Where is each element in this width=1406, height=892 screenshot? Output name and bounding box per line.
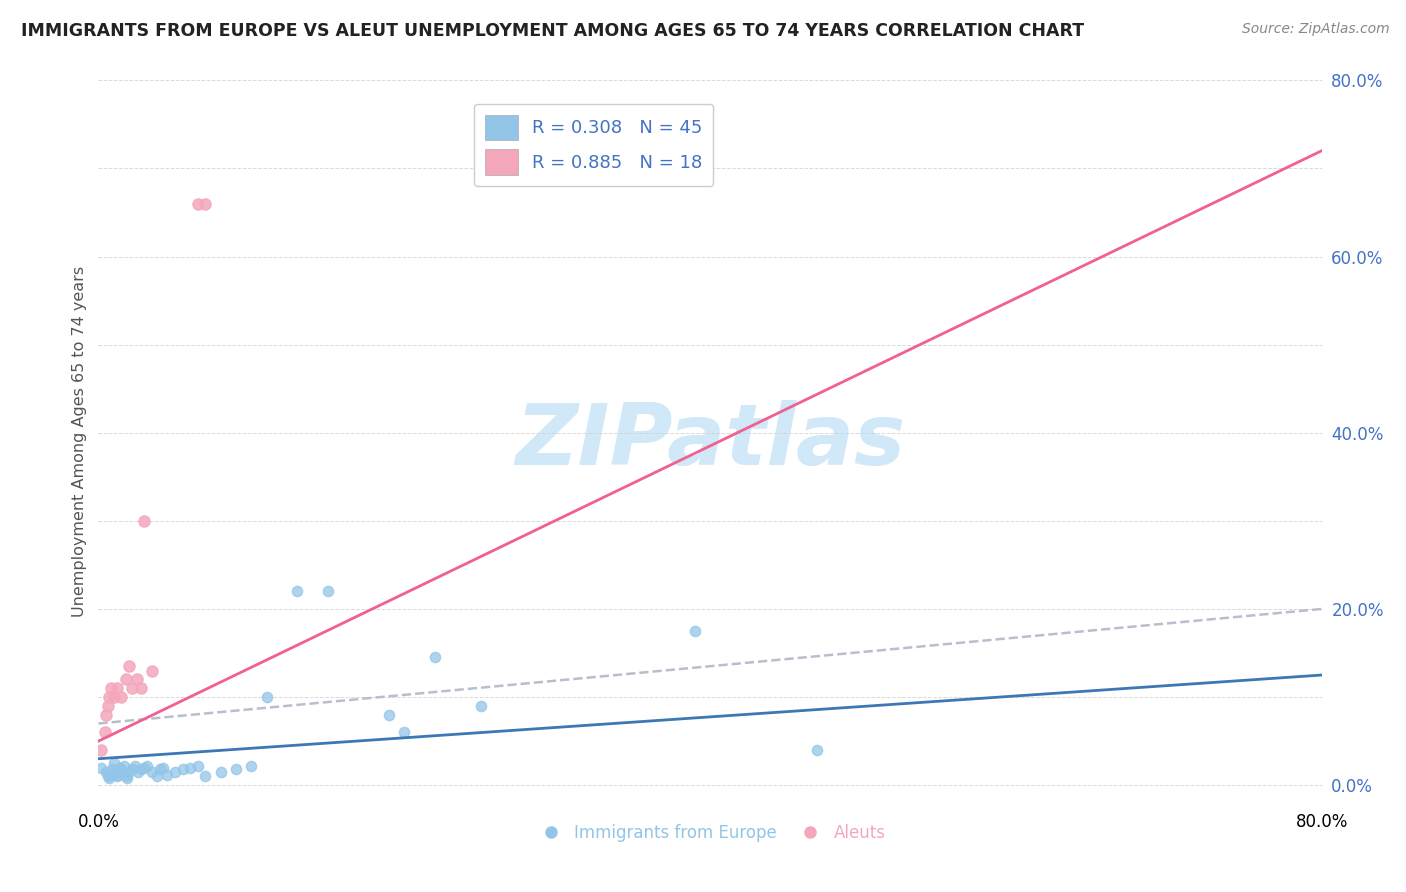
Text: ZIPatlas: ZIPatlas xyxy=(515,400,905,483)
Point xyxy=(124,759,146,773)
Point xyxy=(136,759,159,773)
Point xyxy=(105,769,128,783)
Point xyxy=(100,681,122,696)
Point xyxy=(141,664,163,678)
Point xyxy=(117,771,139,785)
Point xyxy=(179,760,201,774)
Point xyxy=(101,762,124,776)
Point xyxy=(97,698,120,713)
Point xyxy=(110,690,132,704)
Point xyxy=(209,764,232,779)
Point xyxy=(129,762,152,776)
Point xyxy=(187,196,209,211)
Y-axis label: Unemployment Among Ages 65 to 74 years: Unemployment Among Ages 65 to 74 years xyxy=(72,266,87,617)
Point xyxy=(107,767,129,781)
Point xyxy=(683,624,706,638)
Point xyxy=(121,681,143,696)
Point xyxy=(110,762,132,776)
Point xyxy=(90,760,112,774)
Point xyxy=(134,514,156,528)
Point xyxy=(111,764,134,779)
Point xyxy=(256,690,278,704)
Point xyxy=(127,764,149,779)
Point xyxy=(118,764,141,779)
Point xyxy=(121,762,143,776)
Point xyxy=(118,659,141,673)
Point xyxy=(240,759,263,773)
Point xyxy=(129,681,152,696)
Point xyxy=(423,650,446,665)
Point xyxy=(145,769,167,783)
Point xyxy=(103,756,125,771)
Point xyxy=(105,681,128,696)
Point xyxy=(115,769,138,783)
Point xyxy=(187,759,209,773)
Point xyxy=(94,764,117,779)
Point xyxy=(152,760,174,774)
Point xyxy=(93,725,115,739)
Point xyxy=(378,707,401,722)
Point xyxy=(149,762,172,776)
Point xyxy=(285,584,308,599)
Point xyxy=(172,762,194,776)
Point xyxy=(163,764,186,779)
Point xyxy=(104,764,127,779)
Point xyxy=(90,743,112,757)
Point xyxy=(194,196,217,211)
Point xyxy=(134,760,156,774)
Point xyxy=(100,767,122,781)
Point xyxy=(225,762,247,776)
Point xyxy=(194,769,217,783)
Point xyxy=(103,690,125,704)
Point xyxy=(98,771,121,785)
Point xyxy=(316,584,339,599)
Point xyxy=(97,769,120,783)
Point xyxy=(806,743,828,757)
Point xyxy=(392,725,416,739)
Point xyxy=(112,759,135,773)
Point xyxy=(108,760,131,774)
Point xyxy=(156,767,179,781)
Text: Source: ZipAtlas.com: Source: ZipAtlas.com xyxy=(1241,22,1389,37)
Point xyxy=(115,673,138,687)
Point xyxy=(98,690,121,704)
Legend: Immigrants from Europe, Aleuts: Immigrants from Europe, Aleuts xyxy=(527,817,893,848)
Point xyxy=(94,707,117,722)
Point xyxy=(125,673,148,687)
Point xyxy=(141,764,163,779)
Point xyxy=(470,698,492,713)
Text: IMMIGRANTS FROM EUROPE VS ALEUT UNEMPLOYMENT AMONG AGES 65 TO 74 YEARS CORRELATI: IMMIGRANTS FROM EUROPE VS ALEUT UNEMPLOY… xyxy=(21,22,1084,40)
